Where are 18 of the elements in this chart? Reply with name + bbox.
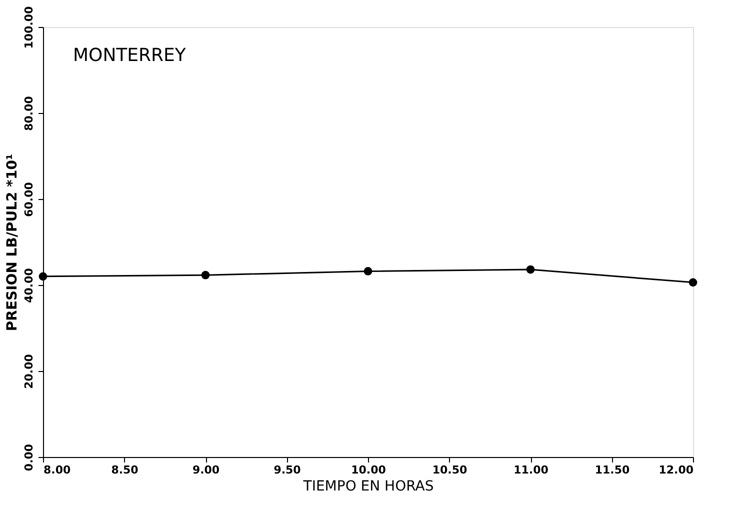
y-axis-title: PRESION LB/PUL2 *10¹ [4,154,20,332]
x-tick-label: 10.50 [432,464,468,476]
x-tick-label: 11.00 [514,464,549,476]
y-tick-label: 20.00 [22,354,36,389]
x-tick-label: 11.50 [594,464,630,476]
y-tick-label: 40.00 [22,268,36,303]
y-tick-label: 60.00 [22,182,36,217]
x-tick-label: 10.00 [351,464,386,476]
x-tick-label: 12.00 [658,464,694,476]
x-tick-label: 9.00 [192,464,220,476]
x-tick-label: 9.50 [274,464,302,476]
x-tick-label: 8.50 [111,464,139,476]
y-tick-label: 100.00 [22,6,36,49]
x-axis-title: TIEMPO EN HORAS [302,478,434,494]
x-tick-label: 8.00 [44,464,71,476]
text: MONTERREY [73,45,187,66]
y-tick-label: 0.00 [22,444,36,472]
y-tick-label: 80.00 [22,96,36,131]
